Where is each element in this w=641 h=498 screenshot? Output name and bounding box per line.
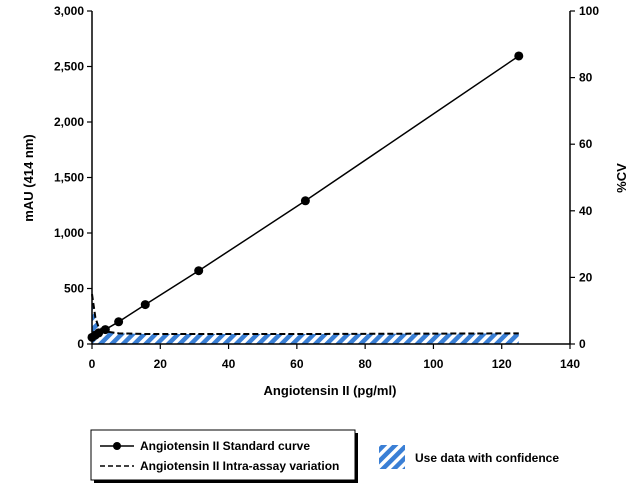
y-tick-label: 3,000: [54, 4, 84, 18]
y-tick-label: 2,000: [54, 115, 84, 129]
x-tick-label: 20: [154, 357, 168, 371]
y-tick-label: 2,500: [54, 60, 84, 74]
legend-box: [90, 429, 356, 481]
x-axis-title: Angiotensin II (pg/ml): [264, 383, 397, 398]
standard-curve-point: [514, 51, 524, 61]
standard-curve-point: [300, 196, 310, 206]
x-tick-label: 80: [358, 357, 372, 371]
legend-hatched-swatch: [379, 445, 405, 469]
legend-label-standard-curve: Angiotensin II Standard curve: [140, 439, 310, 453]
y-tick-label: 1,000: [54, 226, 84, 240]
standard-curve-point: [140, 300, 150, 310]
y2-tick-label: 80: [579, 71, 593, 85]
x-tick-label: 40: [222, 357, 236, 371]
axes-layer: 0 20 40 60 80 100 120 140 0 500 1,000 1,500 2,000 2,5…: [54, 4, 599, 371]
y-tick-label: 500: [64, 282, 84, 296]
x-tick-label: 140: [560, 357, 580, 371]
x-tick-label: 60: [290, 357, 304, 371]
legend-label-confidence: Use data with confidence: [415, 451, 559, 465]
y-tick-label: 1,500: [54, 171, 84, 185]
legend: Angiotensin II Standard curve Angiotensi…: [90, 429, 559, 483]
x-tick-label: 0: [89, 357, 96, 371]
y-axis-title: mAU (414 nm): [21, 134, 36, 221]
y2-tick-label: 100: [579, 4, 599, 18]
y2-tick-label: 60: [579, 137, 593, 151]
standard-curve-point: [100, 325, 110, 335]
intra-assay-variation-line: [91, 293, 519, 336]
confidence-region: [92, 294, 519, 344]
standard-curve-point: [114, 317, 124, 327]
confidence-region-layer: [92, 294, 519, 344]
standard-curve-point: [194, 266, 204, 276]
series-layer: [87, 51, 524, 342]
standard-curve-point: [94, 328, 104, 338]
x-tick-label: 120: [492, 357, 512, 371]
y-tick-label: 0: [77, 337, 84, 351]
y2-tick-label: 0: [579, 337, 586, 351]
legend-label-intra-assay: Angiotensin II Intra-assay variation: [140, 459, 339, 473]
y2-tick-label: 20: [579, 270, 593, 284]
y2-axis-title: %CV: [614, 163, 629, 193]
x-tick-label: 100: [423, 357, 443, 371]
y2-tick-label: 40: [579, 204, 593, 218]
legend-marker-swatch: [113, 442, 121, 450]
